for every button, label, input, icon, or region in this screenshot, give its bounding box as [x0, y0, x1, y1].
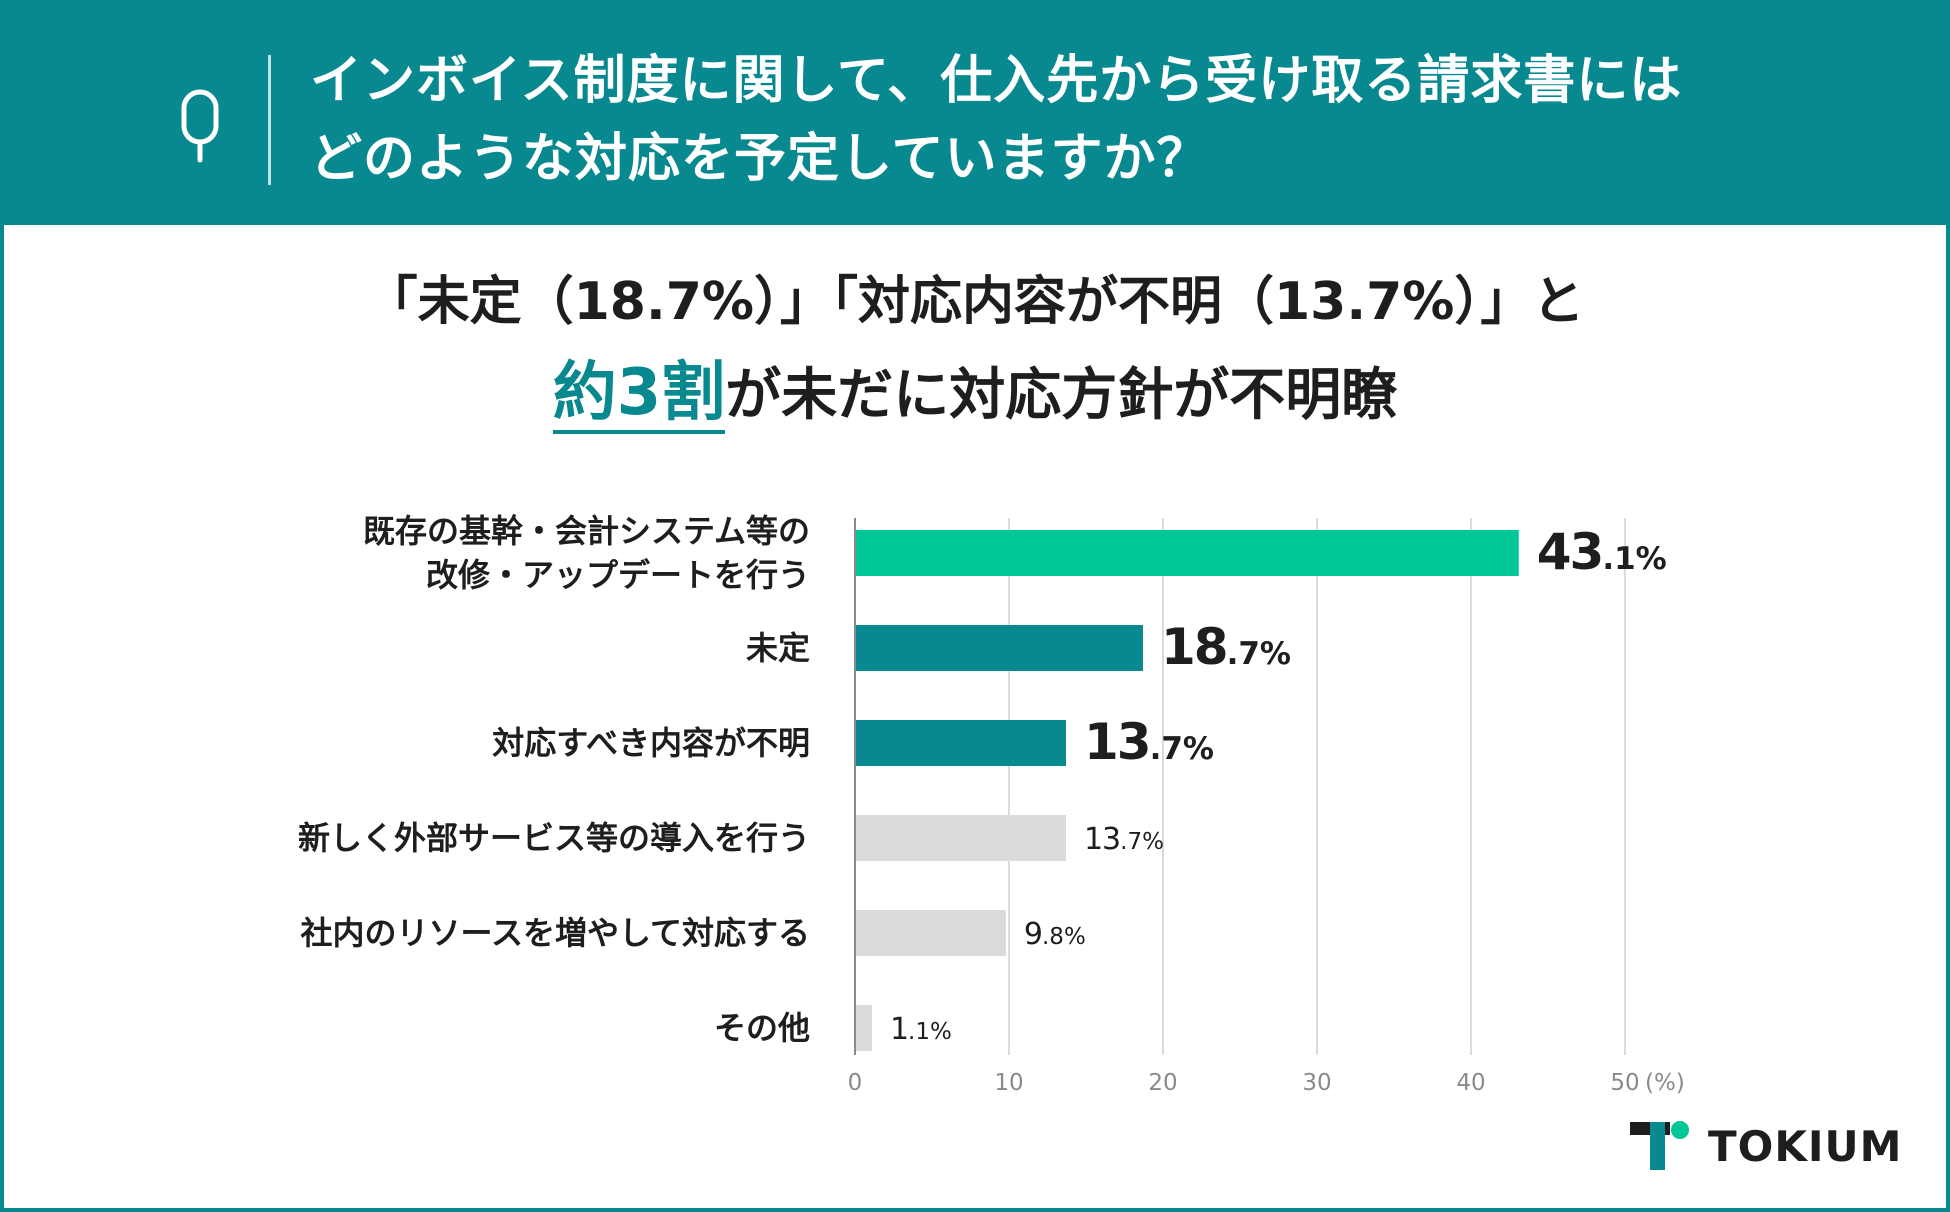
- brand-logo: TOKIUM: [1628, 1118, 1902, 1174]
- x-tick-label: 50: [1610, 1070, 1639, 1096]
- category-label: 未定: [746, 629, 810, 667]
- value-label: 43.1%: [1537, 523, 1667, 581]
- value-label: 13.7%: [1084, 822, 1164, 857]
- bar: [855, 625, 1143, 671]
- headline: 「未定（18.7%）」「対応内容が不明（13.7%）」と 約3割が未だに対応方針…: [0, 262, 1950, 438]
- headline-line-1: 「未定（18.7%）」「対応内容が不明（13.7%）」と: [365, 272, 1585, 332]
- value-label: 9.8%: [1024, 917, 1086, 952]
- value-label: 1.1%: [890, 1012, 952, 1047]
- category-label: 社内のリソースを増やして対応する: [301, 914, 810, 952]
- header-divider: [268, 55, 271, 185]
- bar: [855, 815, 1066, 861]
- question-line-2: どのような対応を予定していますか？: [310, 129, 1210, 189]
- x-axis-unit: (%): [1645, 1070, 1685, 1096]
- headline-highlight: 約3割: [552, 356, 726, 434]
- q-letter-icon: [181, 89, 219, 163]
- headline-line-2-rest: が未だに対応方針が不明瞭: [725, 363, 1398, 428]
- x-tick-label: 20: [1148, 1070, 1177, 1096]
- question-header: インボイス制度に関して、仕入先から受け取る請求書には どのような対応を予定してい…: [0, 0, 1950, 225]
- category-label: 対応すべき内容が不明: [492, 724, 810, 762]
- bar: [855, 910, 1006, 956]
- bar: [855, 720, 1066, 766]
- category-label: 改修・アップデートを行う: [426, 556, 810, 594]
- bar: [855, 530, 1519, 576]
- value-label: 13.7%: [1084, 713, 1214, 771]
- x-tick-label: 40: [1456, 1070, 1485, 1096]
- category-label: 既存の基幹・会計システム等の: [363, 512, 810, 550]
- question-line-1: インボイス制度に関して、仕入先から受け取る請求書には: [310, 51, 1683, 111]
- value-label: 18.7%: [1161, 618, 1291, 676]
- category-label: その他: [714, 1009, 810, 1047]
- bar: [855, 1005, 872, 1051]
- question-text: インボイス制度に関して、仕入先から受け取る請求書には どのような対応を予定してい…: [310, 42, 1870, 198]
- x-tick-label: 0: [848, 1070, 863, 1096]
- category-label: 新しく外部サービス等の導入を行う: [298, 819, 810, 857]
- headline-line-2: 約3割が未だに対応方針が不明瞭: [0, 354, 1950, 438]
- x-tick-label: 10: [994, 1070, 1023, 1096]
- tokium-logo-icon: [1630, 1121, 1689, 1170]
- brand-name: TOKIUM: [1708, 1121, 1903, 1171]
- x-tick-label: 30: [1302, 1070, 1331, 1096]
